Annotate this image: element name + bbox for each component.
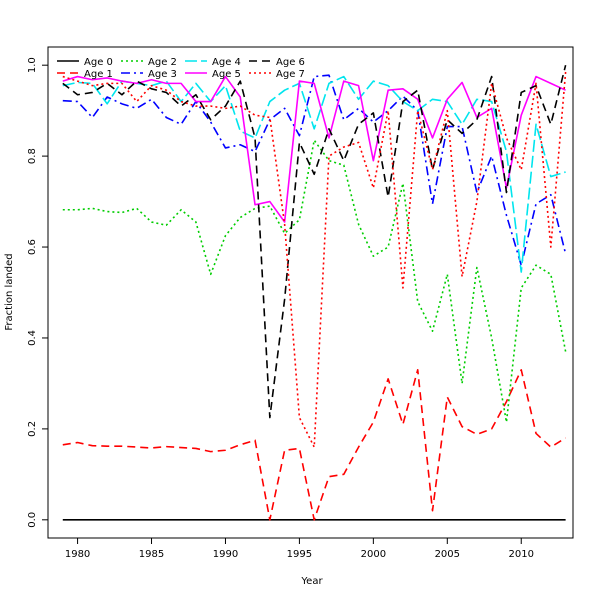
series-line-age-4 [62, 75, 566, 273]
x-axis: 1980 1985 1990 1995 2000 2005 2010 [65, 538, 534, 560]
legend-label: Age 4 [212, 57, 241, 68]
x-tick-label: 1985 [139, 549, 164, 560]
x-tick-label: 1980 [65, 549, 90, 560]
x-tick-label: 1995 [287, 549, 312, 560]
y-tick-label: 0.2 [27, 421, 38, 437]
y-axis-label: Fraction landed [4, 253, 15, 330]
legend-label: Age 6 [276, 57, 305, 68]
x-tick-label: 2010 [509, 549, 534, 560]
series-line-age-3 [62, 74, 567, 267]
x-tick-label: 1990 [213, 549, 238, 560]
y-tick-label: 0.4 [27, 330, 38, 346]
y-tick-label: 1.0 [27, 57, 38, 73]
x-axis-label: Year [300, 576, 323, 587]
y-tick-label: 0.0 [27, 512, 38, 528]
series-line-age-5 [62, 75, 566, 223]
y-tick-label: 0.8 [27, 148, 38, 164]
series-line-age-1 [62, 368, 567, 521]
legend-label: Age 3 [148, 69, 177, 80]
plot-frame [47, 46, 574, 539]
legend-label: Age 5 [212, 69, 241, 80]
series-line-age-2 [62, 139, 567, 423]
series-line-age-6 [62, 64, 567, 419]
y-tick-label: 0.6 [27, 239, 38, 255]
y-axis: 0.0 0.2 0.4 0.6 0.8 1.0 [27, 57, 48, 528]
series-layer [62, 64, 567, 521]
legend-label: Age 0 [84, 57, 113, 68]
x-tick-label: 2000 [361, 549, 386, 560]
legend-label: Age 1 [84, 69, 113, 80]
x-tick-label: 2005 [435, 549, 460, 560]
legend-label: Age 2 [148, 57, 177, 68]
legend-label: Age 7 [276, 69, 305, 80]
